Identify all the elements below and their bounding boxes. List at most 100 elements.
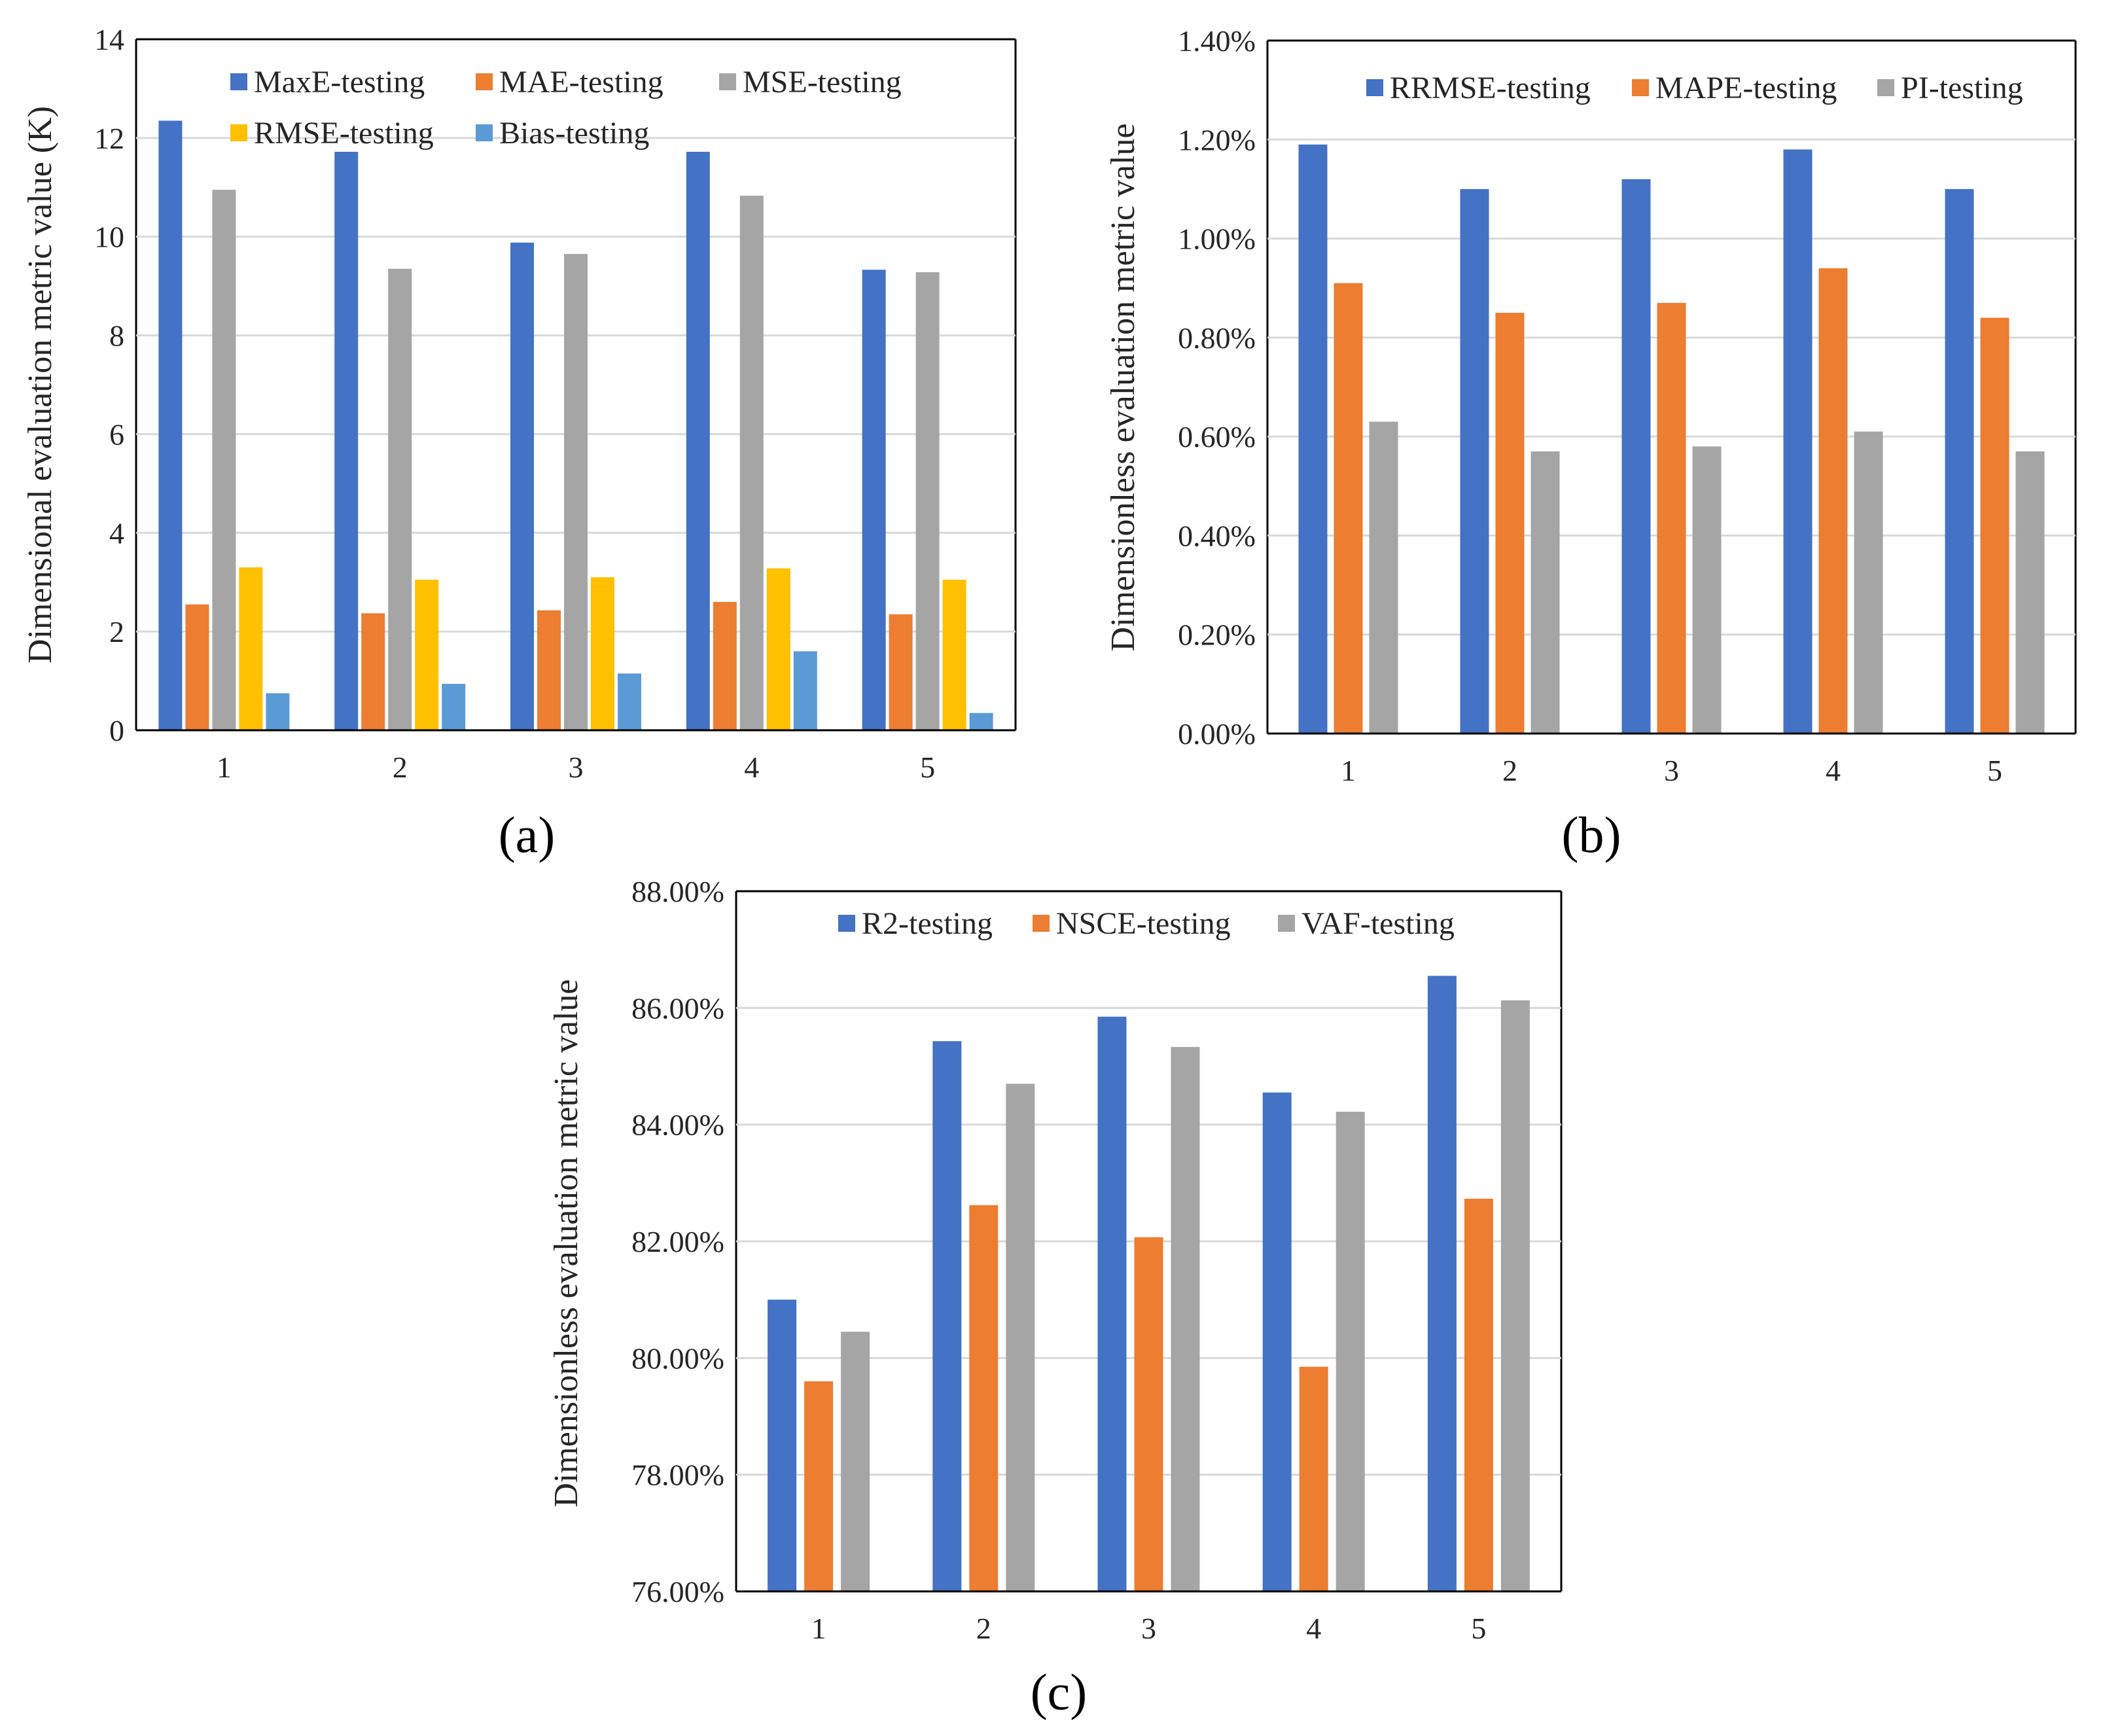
panel-label-a: (a) bbox=[499, 806, 556, 863]
chart-panel-c: 76.00% 78.00% 80.00% 82.00% 84.00% 86.00% 88.0… bbox=[548, 875, 1563, 1645]
bar-vaf-testing-1 bbox=[841, 1332, 870, 1591]
y-tick-label: 8 bbox=[109, 319, 124, 353]
bar-rmse-testing-5 bbox=[942, 579, 966, 730]
panel-label-c: (c) bbox=[1031, 1663, 1088, 1720]
y-tick-label: 86.00% bbox=[631, 991, 724, 1025]
bar-bias-testing-5 bbox=[969, 713, 993, 730]
bar-mse-testing-1 bbox=[212, 190, 236, 730]
bar-r2-testing-2 bbox=[932, 1041, 962, 1591]
bar-mae-testing-4 bbox=[713, 601, 737, 730]
bar-maxe-testing-5 bbox=[862, 270, 886, 730]
y-axis-label: Dimensionless evaluation metric value bbox=[1105, 123, 1142, 651]
panel-label-b: (b) bbox=[1562, 806, 1621, 863]
bar-maxe-testing-4 bbox=[686, 151, 710, 730]
bar-bias-testing-2 bbox=[442, 684, 466, 730]
y-tick-label: 80.00% bbox=[631, 1341, 724, 1375]
legend-label-maxe: MaxE-testing bbox=[254, 65, 425, 99]
legend-label-pi: PI-testing bbox=[1901, 71, 2023, 105]
y-tick-label: 78.00% bbox=[631, 1459, 724, 1492]
bar-vaf-testing-3 bbox=[1171, 1047, 1200, 1591]
legend-swatch-mae bbox=[476, 73, 493, 90]
legend-swatch-rrmse bbox=[1366, 79, 1383, 96]
x-tick-label: 2 bbox=[976, 1612, 991, 1645]
legend-swatch-rmse bbox=[230, 124, 247, 141]
bar-r2-testing-1 bbox=[768, 1300, 797, 1591]
bar-mape-testing-1 bbox=[1334, 283, 1363, 734]
legend-label-r2: R2-testing bbox=[862, 906, 993, 941]
bar-mape-testing-4 bbox=[1818, 268, 1848, 734]
bar-bias-testing-1 bbox=[266, 693, 290, 730]
bar-mape-testing-3 bbox=[1657, 302, 1686, 734]
legend-label-vaf: VAF-testing bbox=[1301, 906, 1455, 941]
bar-mae-testing-1 bbox=[185, 604, 209, 730]
legend-swatch-mape bbox=[1632, 79, 1649, 96]
bar-pi-testing-5 bbox=[2015, 451, 2045, 734]
bar-r2-testing-5 bbox=[1427, 976, 1457, 1591]
y-tick-label: 84.00% bbox=[631, 1108, 724, 1142]
bar-rrmse-testing-3 bbox=[1621, 179, 1651, 734]
bar-r2-testing-4 bbox=[1262, 1092, 1292, 1591]
y-tick-label: 1.20% bbox=[1178, 123, 1256, 156]
y-tick-label: 12 bbox=[94, 122, 124, 155]
y-axis-label: Dimensional evaluation metric value (K) bbox=[22, 106, 59, 664]
bar-nsce-testing-2 bbox=[969, 1205, 999, 1591]
bar-rrmse-testing-1 bbox=[1298, 144, 1328, 734]
chart-panel-b: 0.00% 0.20% 0.40% 0.60% 0.80% 1.00% 1.20% 1.40%… bbox=[1105, 24, 2077, 787]
legend-label-mse: MSE-testing bbox=[743, 65, 902, 99]
x-tick-label: 4 bbox=[1306, 1612, 1321, 1645]
y-tick-label: 88.00% bbox=[631, 875, 724, 908]
y-tick-label: 0 bbox=[109, 714, 124, 747]
bar-rmse-testing-4 bbox=[766, 568, 790, 730]
legend-swatch-vaf bbox=[1278, 915, 1295, 932]
legend-swatch-nsce bbox=[1033, 915, 1050, 932]
bar-vaf-testing-4 bbox=[1336, 1112, 1365, 1591]
y-tick-label: 0.20% bbox=[1178, 618, 1256, 652]
x-tick-label: 5 bbox=[1987, 754, 2002, 787]
bar-nsce-testing-5 bbox=[1464, 1198, 1493, 1591]
legend-swatch-pi bbox=[1877, 79, 1894, 96]
bar-rrmse-testing-5 bbox=[1945, 188, 1974, 734]
bar-mae-testing-3 bbox=[537, 610, 561, 730]
y-tick-label: 1.00% bbox=[1178, 222, 1256, 256]
legend-swatch-bias bbox=[476, 124, 493, 141]
bar-mse-testing-5 bbox=[915, 272, 940, 731]
bar-mae-testing-2 bbox=[361, 613, 385, 730]
bar-r2-testing-3 bbox=[1097, 1016, 1127, 1591]
x-tick-label: 4 bbox=[744, 751, 759, 784]
bar-mse-testing-2 bbox=[388, 268, 412, 730]
bar-nsce-testing-1 bbox=[804, 1381, 834, 1591]
bar-mape-testing-5 bbox=[1980, 317, 2009, 734]
legend-label-mape: MAPE-testing bbox=[1655, 71, 1837, 105]
legend-label-mae: MAE-testing bbox=[499, 65, 663, 99]
bar-mape-testing-2 bbox=[1495, 313, 1525, 734]
bar-rmse-testing-1 bbox=[239, 567, 263, 730]
y-tick-label: 0.80% bbox=[1178, 321, 1256, 355]
x-tick-label: 1 bbox=[217, 751, 232, 784]
y-tick-label: 0.60% bbox=[1178, 420, 1256, 453]
y-tick-label: 2 bbox=[109, 615, 124, 648]
legend-label-rmse: RMSE-testing bbox=[254, 116, 434, 151]
y-tick-label: 0.40% bbox=[1178, 519, 1256, 552]
y-tick-label: 14 bbox=[94, 23, 124, 56]
y-axis-label: Dimensionless evaluation metric value bbox=[548, 979, 585, 1507]
x-tick-label: 3 bbox=[1664, 754, 1679, 787]
legend-label-nsce: NSCE-testing bbox=[1056, 906, 1231, 941]
x-tick-label: 5 bbox=[920, 751, 935, 784]
bar-bias-testing-3 bbox=[618, 673, 641, 730]
bar-rmse-testing-2 bbox=[415, 579, 439, 730]
y-tick-label: 0.00% bbox=[1178, 717, 1256, 751]
x-tick-label: 4 bbox=[1826, 754, 1841, 787]
bar-vaf-testing-5 bbox=[1500, 1000, 1530, 1591]
x-tick-label: 3 bbox=[1141, 1612, 1156, 1645]
legend-swatch-maxe bbox=[230, 73, 247, 90]
bar-nsce-testing-4 bbox=[1299, 1366, 1328, 1591]
x-tick-label: 5 bbox=[1471, 1612, 1486, 1645]
bar-pi-testing-2 bbox=[1530, 451, 1560, 734]
bar-nsce-testing-3 bbox=[1134, 1237, 1163, 1591]
x-tick-label: 1 bbox=[811, 1612, 826, 1645]
bar-maxe-testing-1 bbox=[158, 120, 183, 730]
bar-vaf-testing-2 bbox=[1006, 1084, 1035, 1591]
bar-mae-testing-5 bbox=[889, 614, 913, 730]
